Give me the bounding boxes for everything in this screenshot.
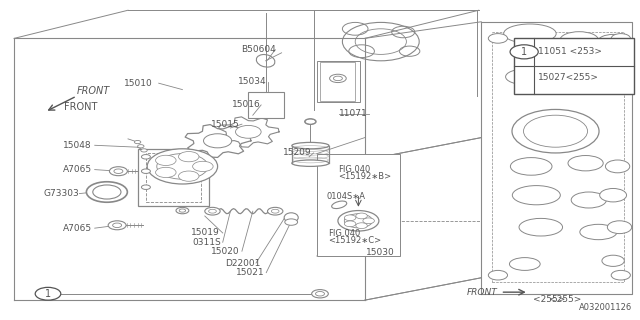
Text: A7065: A7065 (63, 165, 92, 174)
Circle shape (156, 167, 176, 178)
Ellipse shape (602, 80, 627, 92)
Circle shape (156, 155, 176, 165)
Circle shape (86, 182, 127, 202)
Circle shape (512, 109, 599, 153)
Circle shape (35, 287, 61, 300)
Circle shape (141, 149, 147, 152)
Ellipse shape (292, 160, 329, 166)
Circle shape (510, 45, 538, 59)
Ellipse shape (512, 186, 561, 205)
FancyBboxPatch shape (320, 62, 355, 101)
Circle shape (344, 215, 356, 221)
Polygon shape (218, 117, 279, 147)
Circle shape (356, 223, 367, 228)
Ellipse shape (572, 192, 607, 208)
Circle shape (179, 152, 199, 162)
Circle shape (338, 211, 379, 231)
Ellipse shape (602, 255, 625, 266)
Polygon shape (185, 124, 251, 157)
Ellipse shape (539, 51, 575, 65)
Circle shape (356, 213, 367, 219)
FancyBboxPatch shape (146, 153, 201, 202)
Text: 15010: 15010 (124, 79, 152, 88)
Text: FIG.040: FIG.040 (328, 229, 360, 238)
Circle shape (271, 209, 279, 213)
Ellipse shape (605, 160, 630, 173)
Ellipse shape (598, 35, 628, 49)
Text: 15034: 15034 (238, 77, 267, 86)
Text: A7065: A7065 (63, 224, 92, 233)
Text: 15019: 15019 (191, 228, 220, 237)
Text: FRONT: FRONT (77, 86, 110, 96)
Circle shape (488, 270, 508, 280)
Circle shape (316, 292, 324, 296)
Text: <255>: <255> (533, 295, 565, 304)
Text: G73303: G73303 (44, 189, 79, 198)
Ellipse shape (332, 201, 347, 209)
Circle shape (236, 125, 261, 138)
Ellipse shape (560, 32, 598, 48)
Text: A032001126: A032001126 (579, 303, 632, 312)
Circle shape (611, 34, 630, 43)
Text: 11071: 11071 (339, 109, 368, 118)
Text: B50604: B50604 (241, 45, 275, 54)
Text: <15192∗C>: <15192∗C> (328, 236, 381, 245)
Ellipse shape (600, 188, 627, 202)
Text: 15015: 15015 (211, 120, 240, 129)
Circle shape (488, 34, 508, 43)
Circle shape (109, 167, 127, 176)
Circle shape (176, 207, 189, 214)
Circle shape (204, 134, 232, 148)
Circle shape (524, 115, 588, 147)
Circle shape (141, 155, 150, 159)
Text: 15209: 15209 (283, 148, 312, 157)
Circle shape (363, 218, 374, 224)
Text: 15030: 15030 (366, 248, 395, 257)
Circle shape (193, 161, 213, 172)
Text: <15192∗B>: <15192∗B> (338, 172, 391, 181)
FancyBboxPatch shape (514, 38, 634, 94)
Circle shape (344, 214, 372, 228)
Ellipse shape (519, 219, 563, 236)
Circle shape (108, 221, 126, 230)
Text: 15027<255>: 15027<255> (538, 73, 598, 82)
Text: 1: 1 (45, 289, 51, 299)
Circle shape (285, 219, 298, 225)
Circle shape (179, 209, 186, 212)
Text: 11051 <253>: 11051 <253> (538, 47, 602, 56)
Text: 15020: 15020 (211, 247, 240, 256)
Ellipse shape (510, 158, 552, 175)
Text: 0311S: 0311S (192, 238, 221, 247)
Circle shape (157, 154, 208, 179)
FancyBboxPatch shape (248, 92, 284, 118)
Circle shape (611, 270, 630, 280)
Text: 1: 1 (521, 47, 527, 57)
Ellipse shape (506, 69, 544, 84)
Circle shape (134, 140, 141, 144)
Text: FIG.040: FIG.040 (338, 165, 370, 174)
Circle shape (147, 149, 218, 184)
Ellipse shape (580, 224, 617, 240)
Circle shape (344, 221, 356, 227)
Text: FRONT: FRONT (467, 288, 498, 297)
Ellipse shape (583, 53, 620, 66)
FancyBboxPatch shape (138, 149, 209, 206)
Circle shape (93, 185, 121, 199)
Ellipse shape (284, 213, 298, 222)
Circle shape (138, 145, 144, 148)
Ellipse shape (292, 142, 329, 149)
Text: 15016: 15016 (232, 100, 261, 109)
Ellipse shape (550, 71, 602, 89)
Text: 15048: 15048 (63, 141, 92, 150)
Text: <255>: <255> (549, 295, 582, 304)
Text: FRONT: FRONT (64, 102, 97, 112)
Circle shape (268, 207, 283, 215)
Ellipse shape (305, 119, 316, 124)
Polygon shape (481, 22, 632, 294)
Circle shape (205, 207, 220, 215)
Text: 0104S∗A: 0104S∗A (326, 192, 365, 201)
FancyBboxPatch shape (317, 61, 360, 102)
Circle shape (141, 169, 150, 173)
Text: D22001: D22001 (225, 259, 260, 268)
